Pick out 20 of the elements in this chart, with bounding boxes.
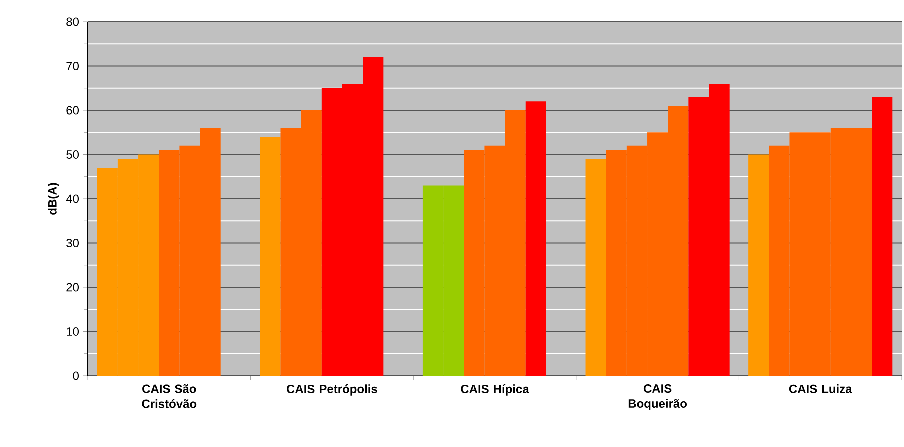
y-tick-label: 70 (66, 62, 79, 70)
y-tick-label: 80 (66, 18, 79, 26)
bar (872, 97, 893, 376)
x-tick-label: CAIS Petrópolis (287, 384, 378, 396)
y-tick-label: 0 (73, 372, 80, 380)
x-tick-label: CAIS Boqueirão (628, 384, 687, 410)
x-tick-label: CAIS Luiza (789, 384, 852, 394)
y-tick-label: 40 (66, 194, 79, 204)
bar (260, 137, 281, 376)
bar (748, 154, 770, 376)
y-axis-title: dB(A) (48, 183, 60, 215)
y-tick-label: 10 (67, 328, 79, 336)
y-tick-label: 60 (66, 106, 79, 115)
y-tick-label: 20 (66, 283, 79, 292)
x-tick-label: CAIS São Cristóvão (142, 384, 197, 408)
y-tick-label: 30 (66, 239, 79, 248)
bar (526, 102, 546, 376)
bar (586, 159, 606, 376)
x-tick-label: CAIS Hípica (461, 384, 530, 396)
y-tick-label: 50 (66, 150, 79, 159)
